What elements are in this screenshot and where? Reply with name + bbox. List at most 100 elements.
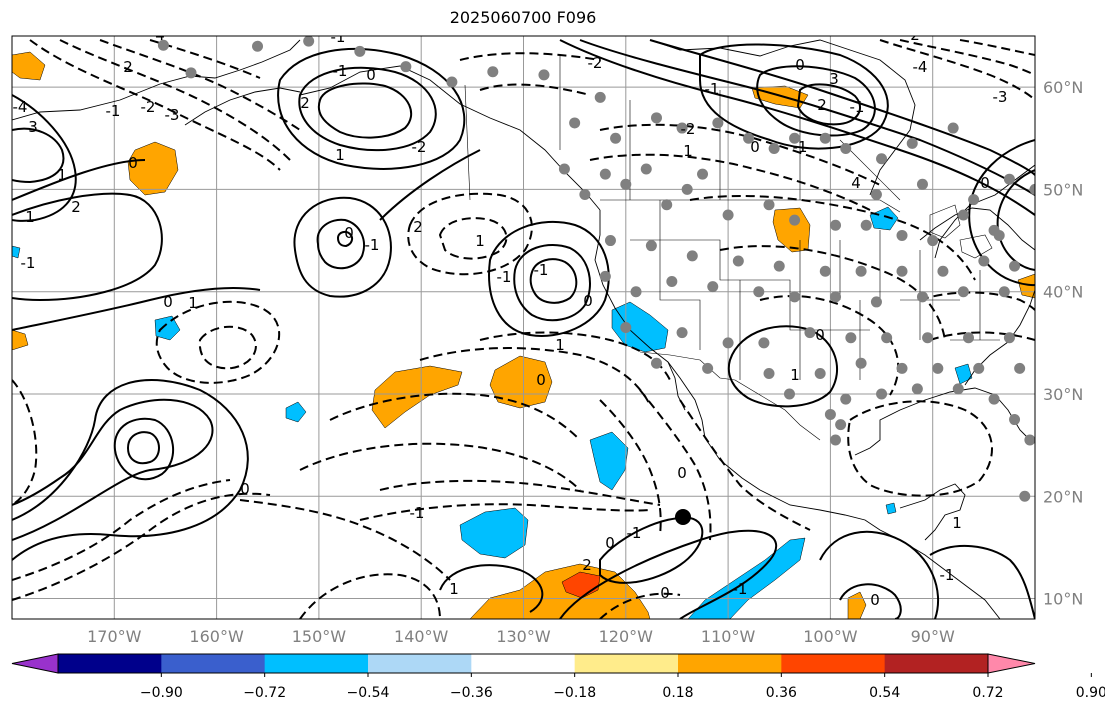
coastline: [919, 207, 1035, 251]
station-dot: [855, 357, 867, 369]
contour-line: [12, 287, 261, 331]
contour-line: [12, 379, 38, 506]
station-dot: [968, 194, 980, 206]
station-dot: [645, 240, 657, 252]
station-dot: [906, 137, 918, 149]
position-marker: [675, 509, 691, 525]
contour-label: 2: [413, 218, 423, 236]
contour-line: [113, 417, 175, 481]
longitude-tick-label: 170°W: [87, 627, 142, 646]
station-dot: [620, 178, 632, 190]
contour-line: [317, 82, 413, 139]
shade-orange: [847, 591, 867, 619]
station-dot: [1019, 490, 1031, 502]
station-layer: [157, 36, 1035, 502]
contour-label: 1: [555, 336, 565, 354]
state-border: [630, 239, 870, 331]
contour-label: 0: [750, 138, 760, 156]
contour-label: 1: [188, 294, 198, 312]
station-dot: [661, 199, 673, 211]
station-dot: [783, 388, 795, 400]
latitude-tick-label: 20°N: [1043, 487, 1083, 506]
contour-line: [599, 123, 881, 186]
longitude-tick-label: 130°W: [496, 627, 551, 646]
contour-label: 0: [677, 464, 687, 482]
contour-label: 0: [605, 534, 615, 552]
contour-line: [438, 217, 508, 260]
contour-line: [719, 245, 946, 341]
contour-line: [899, 39, 1035, 76]
station-dot: [993, 229, 1005, 241]
contour-line: [29, 39, 281, 171]
contour-line: [919, 291, 1035, 311]
station-dot: [1003, 332, 1015, 344]
latitude-tick-label: 40°N: [1043, 283, 1083, 302]
station-dot: [1014, 362, 1026, 374]
contour-line: [198, 325, 257, 370]
contour-label: 1: [57, 166, 67, 184]
contour-line: [299, 442, 581, 491]
contour-line: [479, 83, 591, 96]
shading-layer: [12, 51, 1035, 619]
colorbar: −0.90 −0.72 −0.54 −0.36 −0.18 0.18 0.36 0.54 0.7…: [11, 653, 1105, 701]
station-dot: [814, 368, 826, 380]
station-dot: [650, 357, 662, 369]
contour-line: [929, 331, 1035, 341]
colorbar-tick-label: 0.36: [766, 685, 797, 701]
contour-label: 2: [123, 58, 133, 76]
station-dot: [819, 265, 831, 277]
contour-line: [12, 492, 271, 601]
contour-label: 2: [71, 198, 81, 216]
colorbar-tick-label: −0.54: [347, 685, 390, 701]
contour-line: [379, 149, 481, 221]
state-border: [739, 240, 960, 380]
longitude-tick-label: 140°W: [394, 627, 449, 646]
contour-line: [559, 529, 777, 619]
colorbar-tick-label: −0.90: [140, 685, 183, 701]
shade-cyan: [459, 507, 529, 559]
station-dot: [789, 214, 801, 226]
shade-cyan: [285, 401, 307, 423]
colorbar-tick-label: −0.36: [450, 685, 493, 701]
contour-label: 0: [870, 591, 880, 609]
province-border: [629, 90, 901, 201]
station-dot: [916, 291, 928, 303]
station-dot: [681, 183, 693, 195]
contour-label: 1: [475, 232, 485, 250]
contour-line: [599, 516, 704, 584]
colorbar-segment: [368, 654, 472, 673]
shade-cyan: [589, 431, 629, 491]
contour-line: [299, 573, 441, 619]
colorbar-segment: [471, 654, 576, 673]
station-dot: [354, 45, 366, 57]
latitude-tick-label: 30°N: [1043, 385, 1083, 404]
shade-orange: [127, 141, 179, 196]
station-dot: [957, 286, 969, 298]
colorbar-segment: [781, 654, 886, 673]
coastline: [899, 483, 966, 541]
station-dot: [722, 337, 734, 349]
station-dot: [978, 255, 990, 267]
contour-label: -1: [497, 268, 512, 286]
contour-label: 1: [790, 366, 800, 384]
longitude-tick-label: 110°W: [701, 627, 756, 646]
contour-line: [12, 192, 163, 302]
contour-line: [819, 530, 940, 619]
contour-line: [639, 389, 712, 541]
contour-line: [419, 347, 651, 406]
station-dot: [947, 122, 959, 134]
contour-line: [599, 592, 681, 619]
contour-label: -1: [793, 138, 808, 156]
contour-label: 2: [300, 94, 310, 112]
colorbar-segment: [161, 654, 266, 673]
colorbar-segment: [678, 654, 782, 673]
contour-line: [336, 230, 354, 248]
contour-label: 0: [795, 56, 805, 74]
coastline: [299, 65, 601, 211]
shade-cyan: [885, 502, 897, 515]
contour-label: 2: [582, 556, 592, 574]
contour-label: -3: [993, 88, 1008, 106]
station-dot: [922, 332, 934, 344]
